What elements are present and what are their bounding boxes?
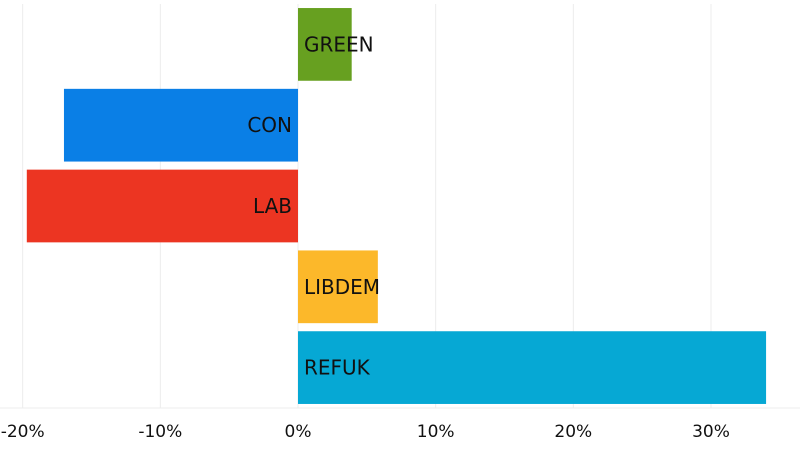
x-tick-label: -10% — [138, 422, 182, 442]
bar-refuk — [298, 331, 767, 404]
bar-con — [63, 88, 298, 162]
bar-label-green: GREEN — [304, 32, 374, 56]
bar-label-refuk: REFUK — [304, 356, 371, 380]
bar-label-libdem: LIBDEM — [304, 275, 380, 299]
x-tick-label: 20% — [554, 422, 592, 442]
x-axis-ticks: -20% -10% 0% 10% 20% 30% — [1, 422, 730, 442]
bar-lab — [26, 169, 299, 243]
bar-green — [298, 8, 352, 81]
bar-labels-layer: GREEN CON LAB LIBDEM REFUK — [247, 32, 380, 379]
bar-libdem — [298, 250, 378, 324]
x-tick-label: 10% — [417, 422, 455, 442]
x-tick-label: 30% — [692, 422, 730, 442]
x-tick-label: -20% — [1, 422, 45, 442]
bar-label-con: CON — [247, 113, 292, 137]
bar-label-lab: LAB — [253, 194, 292, 218]
x-tick-label: 0% — [285, 422, 312, 442]
bars-layer — [26, 8, 767, 404]
